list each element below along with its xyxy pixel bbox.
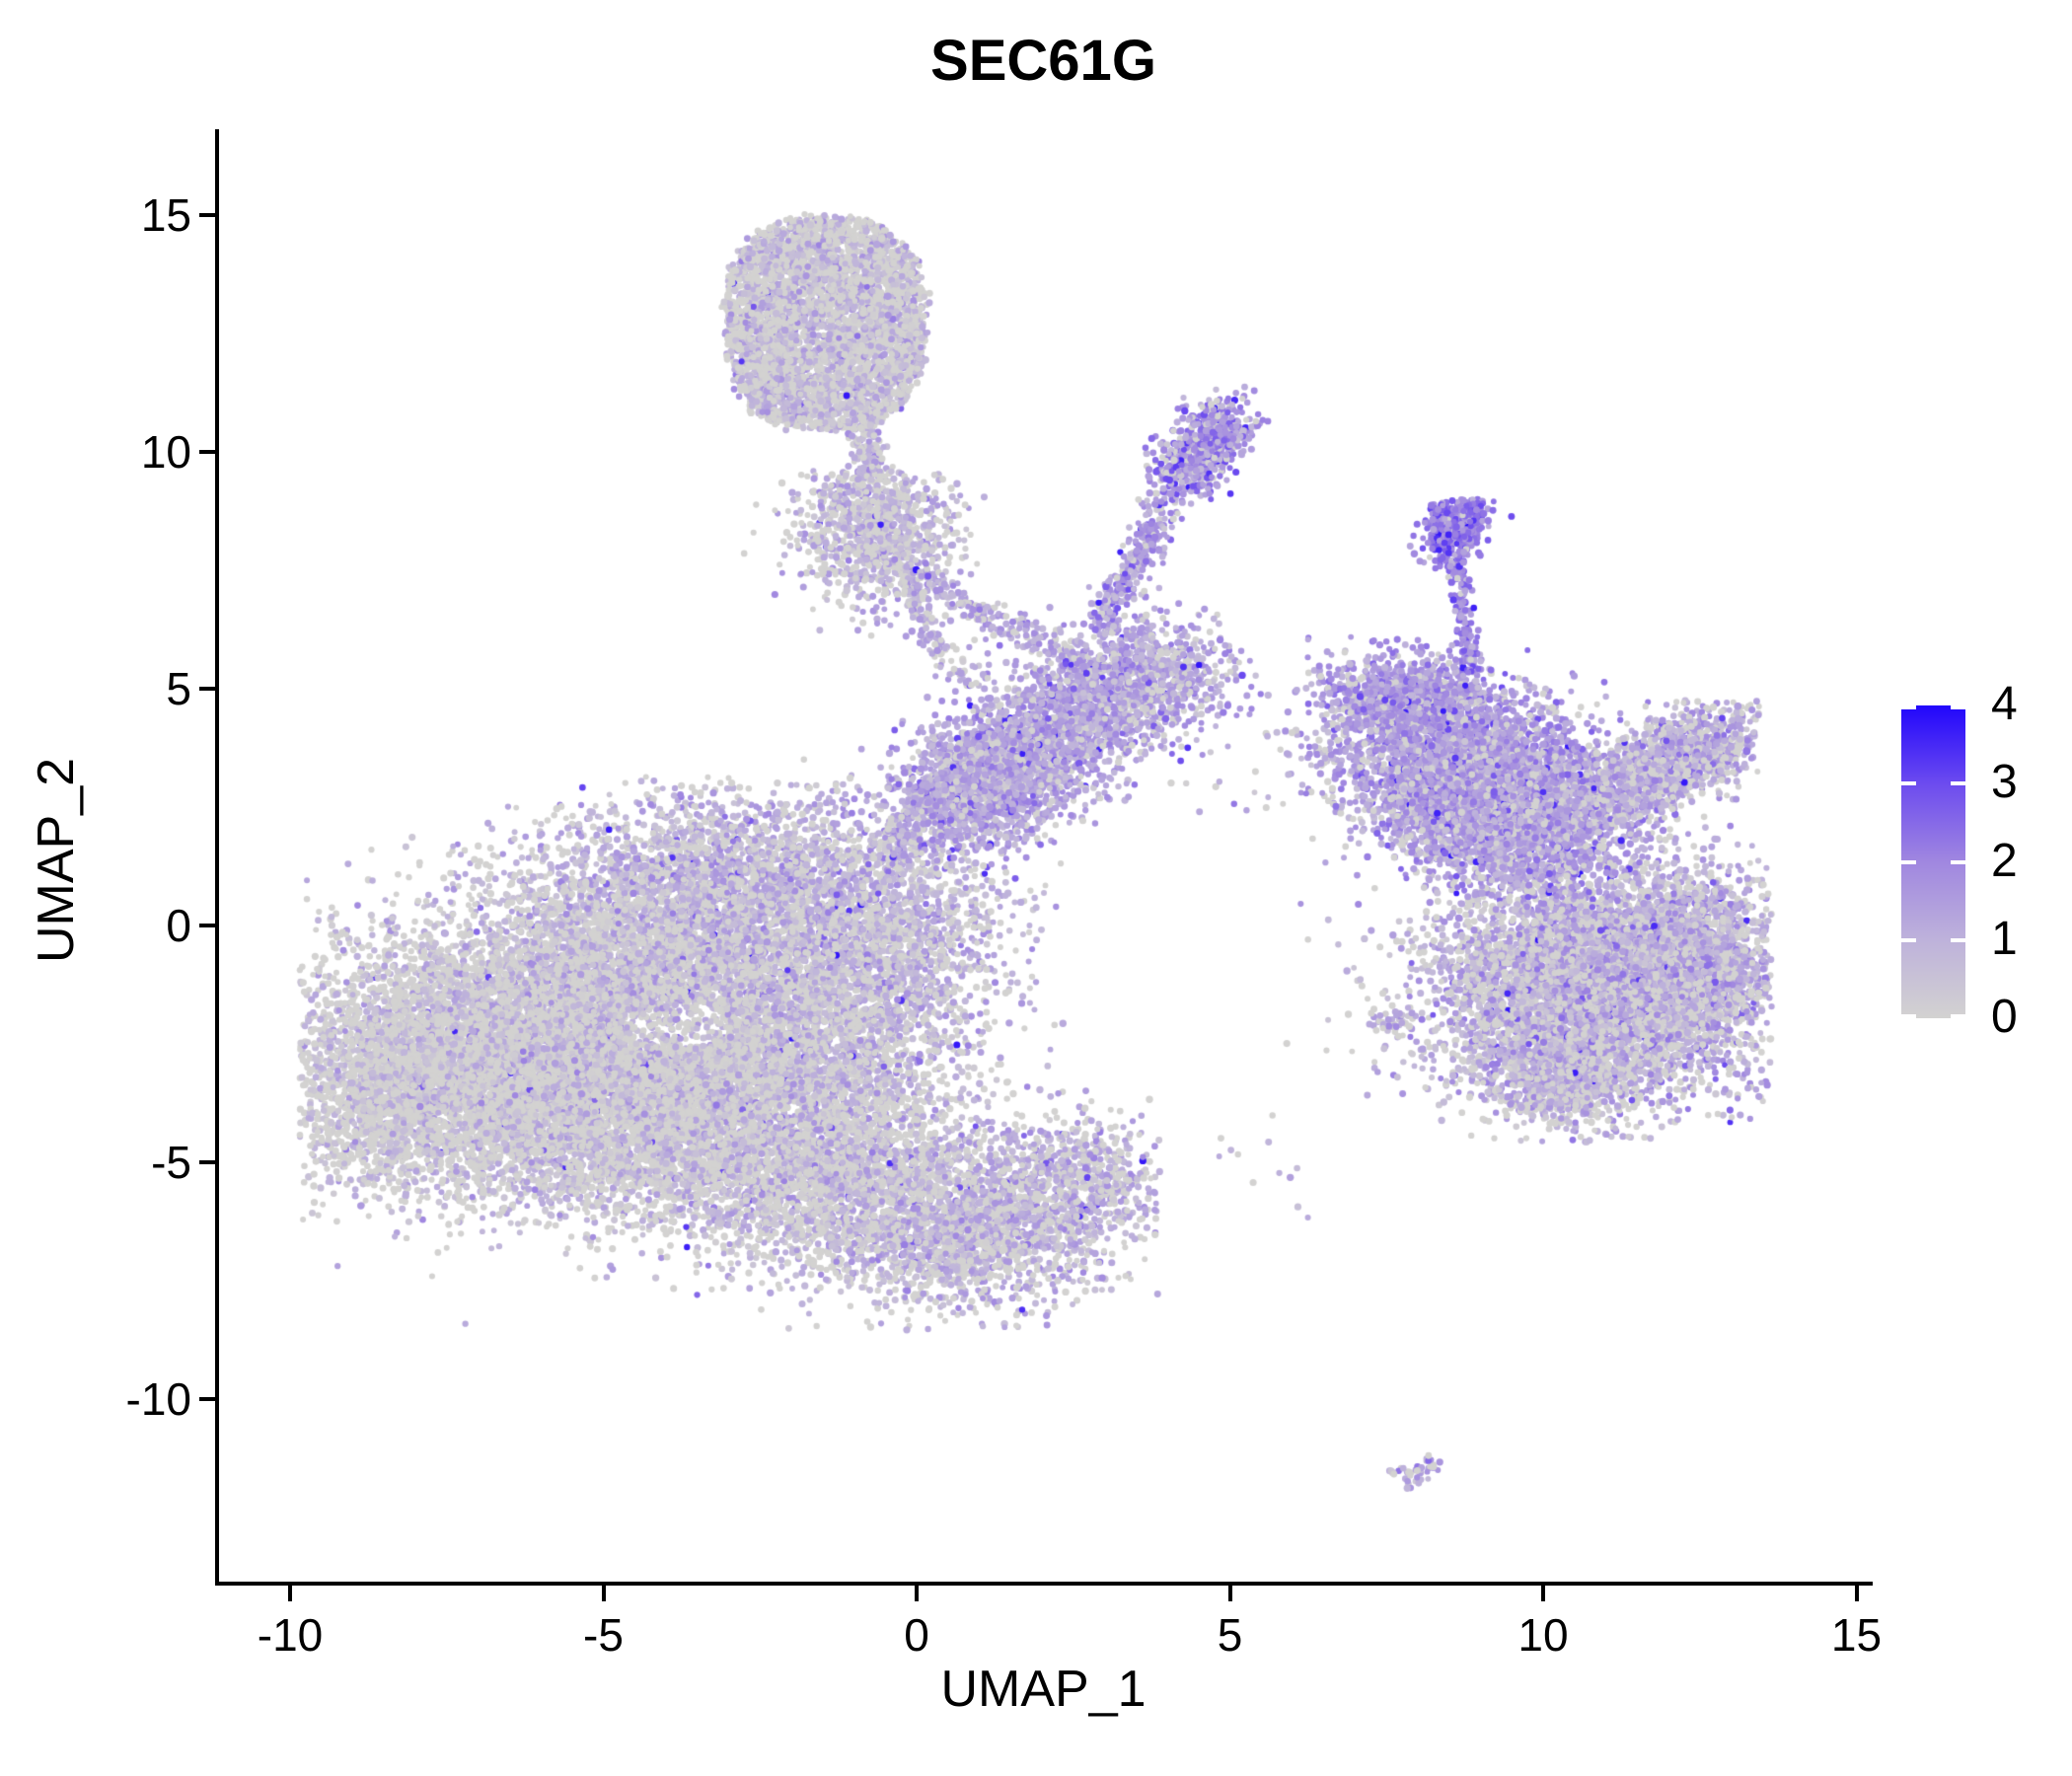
- y-tick-label: 0: [166, 900, 191, 951]
- legend-tick-label: 3: [1991, 756, 2018, 809]
- legend-tick-mark: [1951, 937, 1965, 942]
- legend-tick-mark: [1901, 705, 1916, 709]
- legend-tick-label: 4: [1991, 678, 2018, 730]
- y-tick-mark: [199, 213, 215, 217]
- legend-tick-mark: [1901, 1014, 1916, 1018]
- x-tick-mark: [915, 1586, 919, 1601]
- x-tick-label: 10: [1517, 1609, 1569, 1661]
- legend-tick-label: 2: [1991, 834, 2018, 887]
- x-axis-title: UMAP_1: [940, 1661, 1147, 1718]
- y-tick-label: 5: [166, 663, 191, 714]
- y-tick-mark: [199, 450, 215, 454]
- x-tick-mark: [288, 1586, 292, 1601]
- y-tick-mark: [199, 1397, 215, 1401]
- x-tick-mark: [1227, 1586, 1232, 1601]
- x-tick-label: 15: [1830, 1609, 1883, 1661]
- plot-title: SEC61G: [930, 29, 1156, 93]
- y-tick-mark: [199, 1160, 215, 1164]
- x-tick-label: -5: [583, 1609, 624, 1661]
- y-axis-line: [215, 129, 219, 1586]
- legend-tick-mark: [1951, 859, 1965, 864]
- legend-tick-mark: [1901, 781, 1916, 786]
- y-tick-mark: [199, 924, 215, 927]
- legend-tick-mark: [1901, 859, 1916, 864]
- y-tick-mark: [199, 687, 215, 691]
- x-tick-mark: [601, 1586, 606, 1601]
- x-tick-label: 0: [904, 1609, 929, 1661]
- legend-tick-mark: [1951, 1014, 1965, 1018]
- legend-tick-label: 0: [1991, 991, 2018, 1043]
- y-tick-label: 15: [140, 189, 191, 241]
- y-axis-title: UMAP_2: [28, 757, 85, 964]
- legend-tick-label: 1: [1991, 912, 2018, 965]
- x-tick-label: -10: [257, 1609, 324, 1661]
- y-tick-label: -5: [151, 1137, 191, 1188]
- legend-tick-mark: [1901, 937, 1916, 942]
- x-tick-label: 5: [1217, 1609, 1243, 1661]
- x-axis-line: [215, 1582, 1873, 1586]
- legend-tick-mark: [1951, 705, 1965, 709]
- legend-tick-mark: [1951, 781, 1965, 786]
- x-tick-mark: [1541, 1586, 1545, 1601]
- y-tick-label: -10: [125, 1373, 191, 1425]
- y-tick-label: 10: [140, 426, 191, 478]
- x-tick-mark: [1854, 1586, 1859, 1601]
